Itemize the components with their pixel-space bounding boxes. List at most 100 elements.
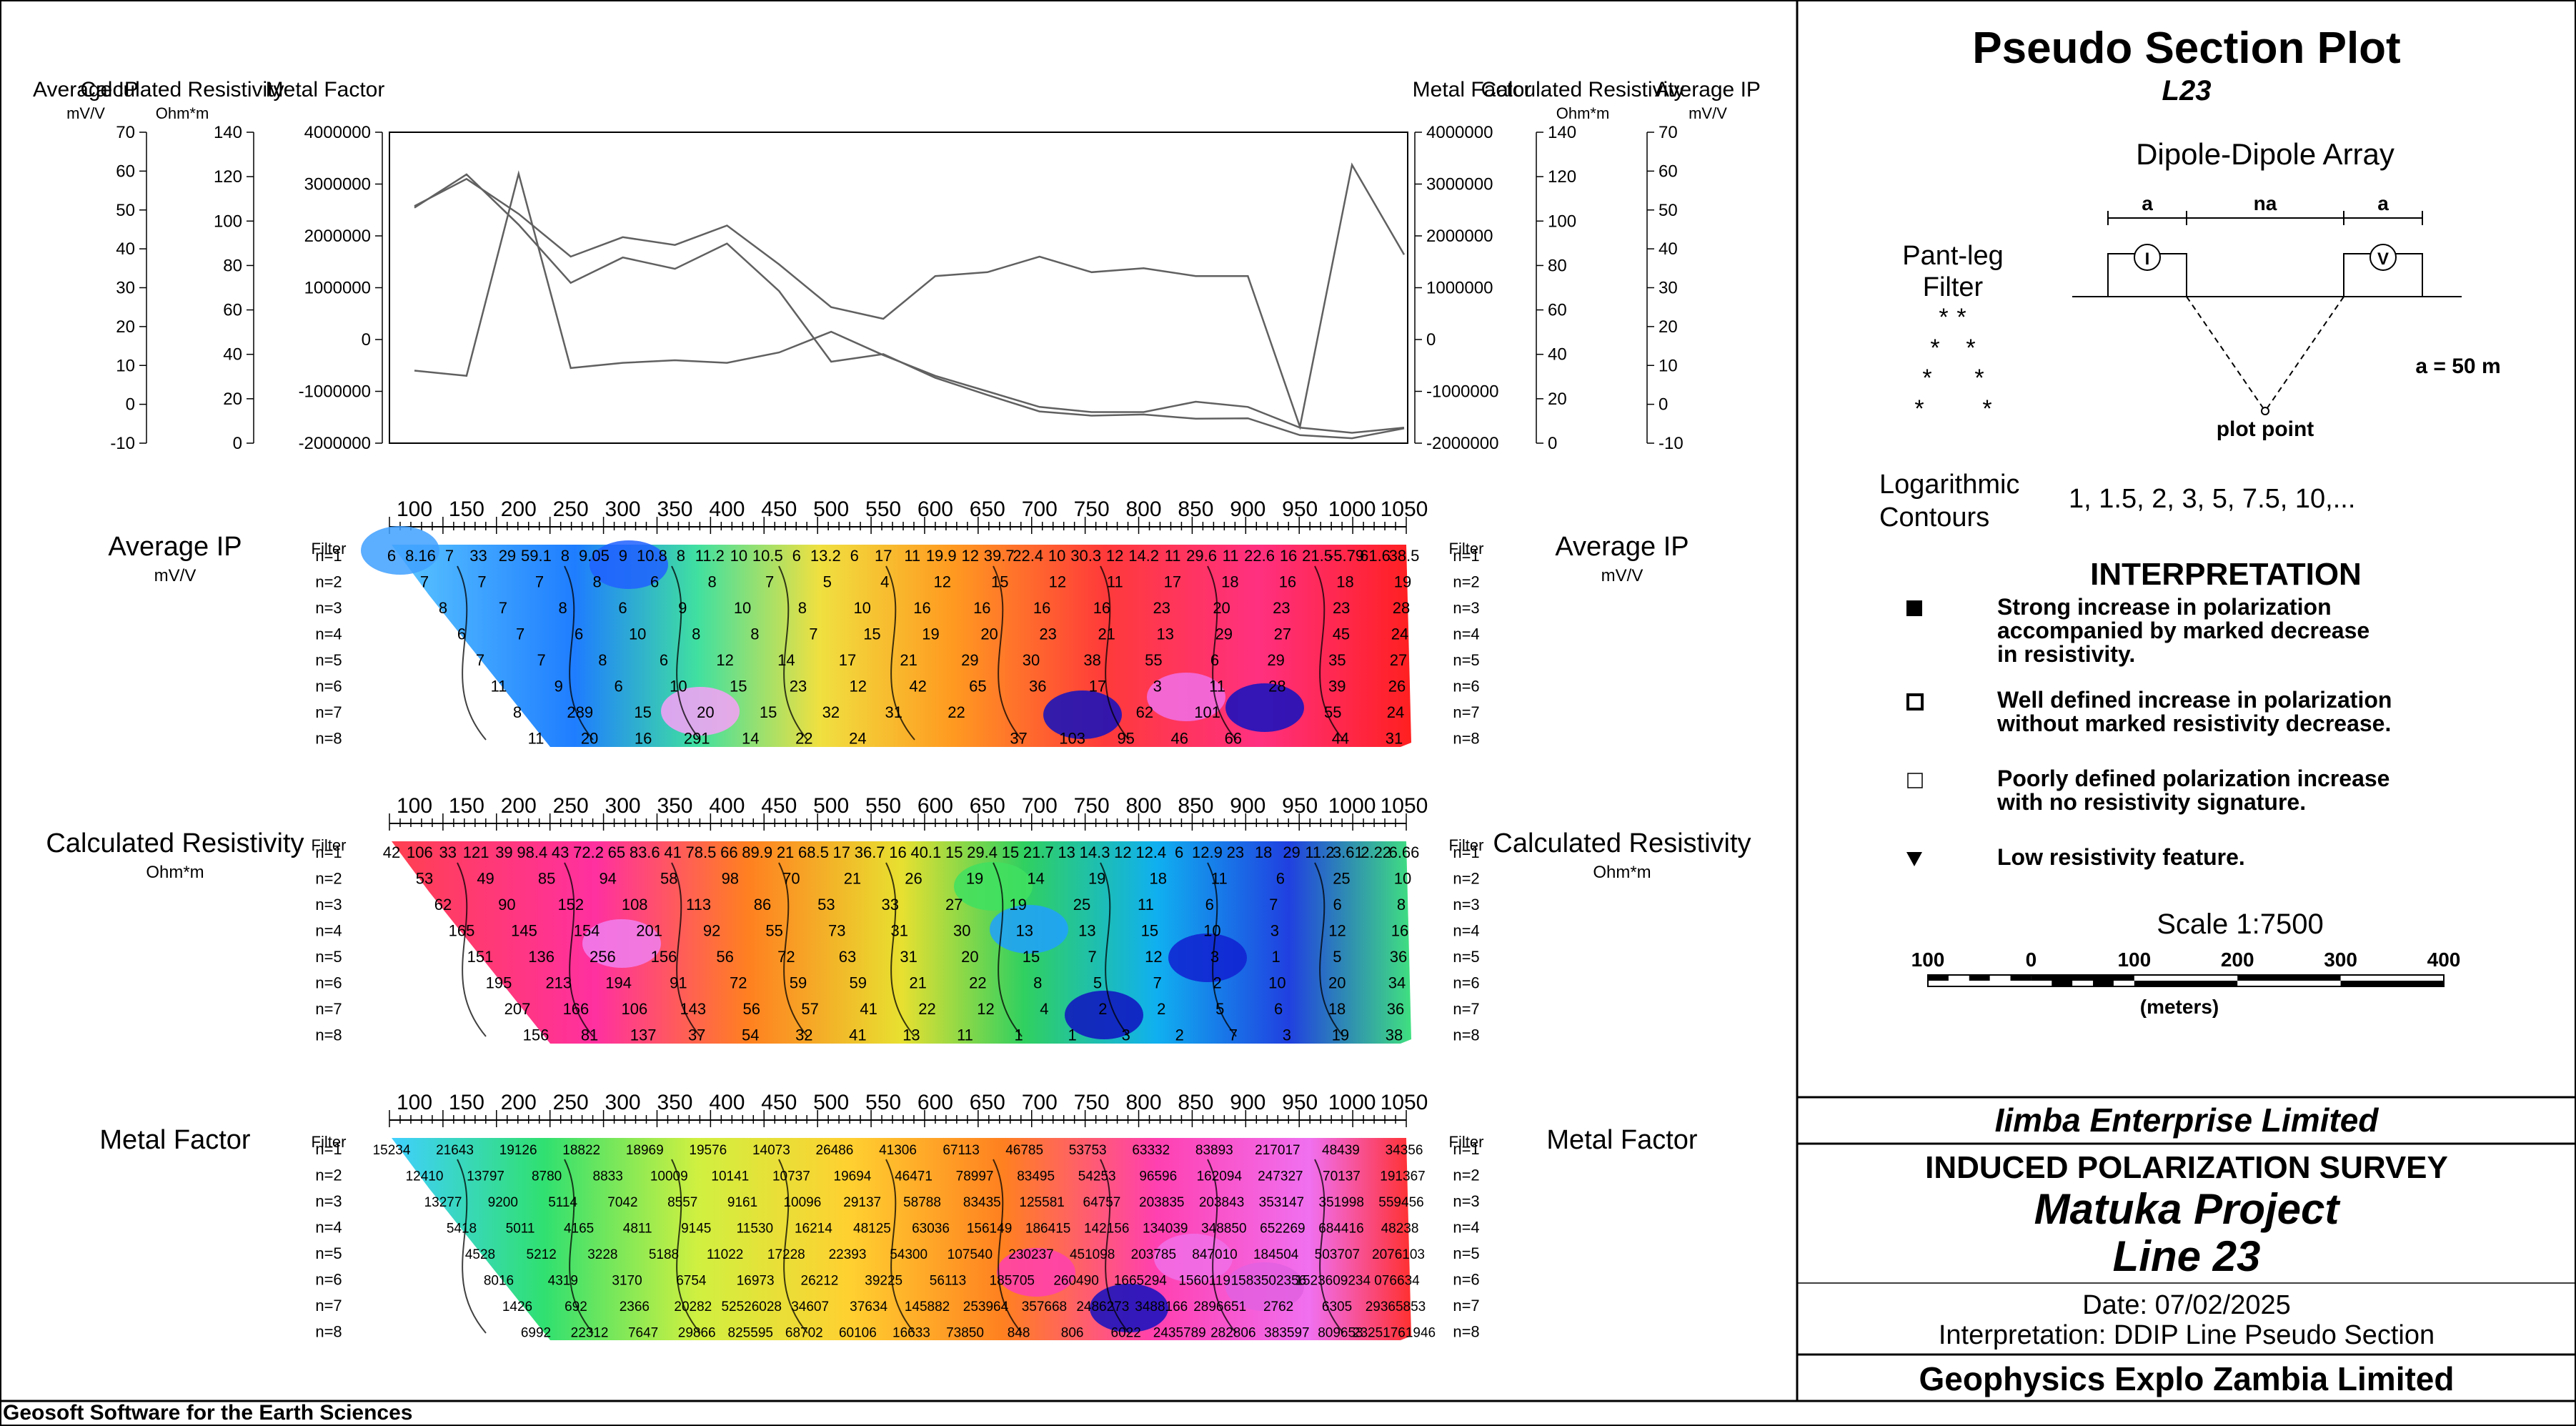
section-value-label: 7 <box>420 573 429 591</box>
section-value-label: 13 <box>1157 625 1174 643</box>
filter-label-right: Filter <box>1449 540 1484 558</box>
section-value-label: 39 <box>1328 678 1346 695</box>
section-value-label: 13 <box>902 1026 920 1044</box>
section-value-label: 59 <box>850 974 867 992</box>
section-value-label: 12 <box>934 573 951 591</box>
section-value-label: 559456 <box>1378 1195 1423 1210</box>
section-value-label: 25 <box>1333 870 1350 888</box>
x-tick-label: 750 <box>1074 1091 1110 1114</box>
survey-title: INDUCED POLARIZATION SURVEY <box>1925 1150 2448 1185</box>
section-value-label: 23 <box>1153 599 1170 617</box>
contour-line <box>1100 1159 1130 1334</box>
filter-label-left: Filter <box>312 836 347 854</box>
section-value-label: 108 <box>622 896 648 913</box>
contour-line <box>993 565 1023 741</box>
section-value-label: 24 <box>1387 703 1404 721</box>
level-label-left: n=8 <box>315 1323 342 1341</box>
section-value-label: 5 <box>1215 1000 1224 1018</box>
section-value-label: 83893 <box>1195 1143 1233 1158</box>
x-tick-label: 950 <box>1282 794 1318 818</box>
level-label-right: n=1 <box>1453 1140 1479 1158</box>
level-label-right: n=6 <box>1453 678 1479 695</box>
x-tick-label: 650 <box>970 794 1005 818</box>
section-value-label: 98.4 <box>517 843 547 861</box>
level-label-right: n=5 <box>1453 948 1479 966</box>
section-value-label: 56 <box>716 948 733 966</box>
section-value-label: 1426 <box>502 1299 532 1314</box>
section-value-label: 41 <box>860 1000 877 1018</box>
x-tick-label: 200 <box>501 794 537 818</box>
axis-unit: mV/V <box>66 104 105 122</box>
section-value-label: 8833 <box>593 1169 623 1184</box>
axis-tick-label: 4000000 <box>304 123 371 142</box>
level-label-right: n=2 <box>1453 573 1479 591</box>
section-value-label: 55 <box>765 922 782 940</box>
axis-tick-label: 120 <box>214 167 242 187</box>
scale-tick-label: 100 <box>2117 949 2151 971</box>
section-value-label: 85 <box>538 870 555 888</box>
legend-text: Strong increase in polarization <box>1997 594 2332 620</box>
section-value-label: 12 <box>1328 922 1346 940</box>
section-value-label: 57 <box>801 1000 818 1018</box>
axis-tick-label: 30 <box>116 279 135 298</box>
section-value-label: 25 <box>1073 896 1090 913</box>
section-value-label: 2896651 <box>1193 1299 1246 1314</box>
section-value-label: 11022 <box>707 1247 743 1262</box>
axis-tick-label: 40 <box>116 239 135 259</box>
section-value-label: 8 <box>677 547 685 565</box>
section-value-label: 2486273 <box>1076 1299 1129 1314</box>
axis-tick-label: 0 <box>1659 395 1668 415</box>
section-value-label: 70137 <box>1323 1169 1361 1184</box>
section-value-label: 43 <box>552 843 569 861</box>
section-value-label: 46785 <box>1005 1143 1043 1158</box>
section-value-label: 12.4 <box>1135 843 1166 861</box>
section-value-label: 4528 <box>465 1247 495 1262</box>
contours-label: Logarithmic Contours <box>1879 470 2019 533</box>
axis-title: Average IP <box>33 78 139 101</box>
contour-line <box>1314 565 1344 741</box>
profile-series-line <box>414 173 1405 440</box>
section-value-label: 10 <box>734 599 751 617</box>
section-value-label: 17 <box>839 651 856 669</box>
section-value-label: 165 <box>449 922 475 940</box>
section-value-label: 73850 <box>946 1326 984 1341</box>
x-tick-label: 950 <box>1282 1091 1318 1114</box>
section-value-label: 6 <box>387 547 396 565</box>
axis-tick-label: 120 <box>1548 167 1576 187</box>
axis-tick-label: 4000000 <box>1426 123 1493 142</box>
section-value-label: 16 <box>1391 922 1408 940</box>
section-value-label: 78997 <box>956 1169 994 1184</box>
section-value-label: 20 <box>697 703 714 721</box>
level-label-right: n=3 <box>1453 599 1479 617</box>
axis-tick-label: 20 <box>116 317 135 337</box>
svg-text:*: * <box>1966 335 1975 362</box>
contour-line <box>564 565 594 741</box>
section-value-label: 17 <box>1164 573 1181 591</box>
section-value-label: 29137 <box>843 1195 881 1210</box>
section-value-label: 684416 <box>1318 1222 1363 1237</box>
section-value-label: 1523609234 <box>1295 1274 1371 1289</box>
level-label-left: n=3 <box>315 1192 342 1210</box>
section-value-label: 2435789 <box>1153 1326 1206 1341</box>
x-tick-label: 950 <box>1282 497 1318 521</box>
section-value-label: 348850 <box>1201 1222 1246 1237</box>
section-value-label: 48238 <box>1381 1222 1419 1237</box>
section-value-label: 72.2 <box>573 843 604 861</box>
section-value-label: 15 <box>991 573 1008 591</box>
x-tick-label: 400 <box>709 1091 745 1114</box>
x-tick-label: 250 <box>553 497 589 521</box>
section-value-label: 291 <box>684 730 710 748</box>
section-value-label: 29.6 <box>1186 547 1217 565</box>
x-tick-label: 600 <box>917 1091 953 1114</box>
section-value-label: 38 <box>1386 1026 1403 1044</box>
section-value-label: 203785 <box>1131 1247 1176 1262</box>
section-value-label: 652269 <box>1260 1222 1305 1237</box>
section-value-label: 19126 <box>499 1143 537 1158</box>
contour-line <box>778 862 808 1037</box>
contour-line <box>778 1159 808 1334</box>
pant-leg-filter-stars: * * * * * * * * <box>1914 304 1991 422</box>
level-label-left: n=1 <box>315 547 342 565</box>
section-value-label: 113 <box>686 896 711 913</box>
section-value-label: 15234 <box>373 1143 411 1158</box>
section-value-label: 35 <box>1328 651 1346 669</box>
